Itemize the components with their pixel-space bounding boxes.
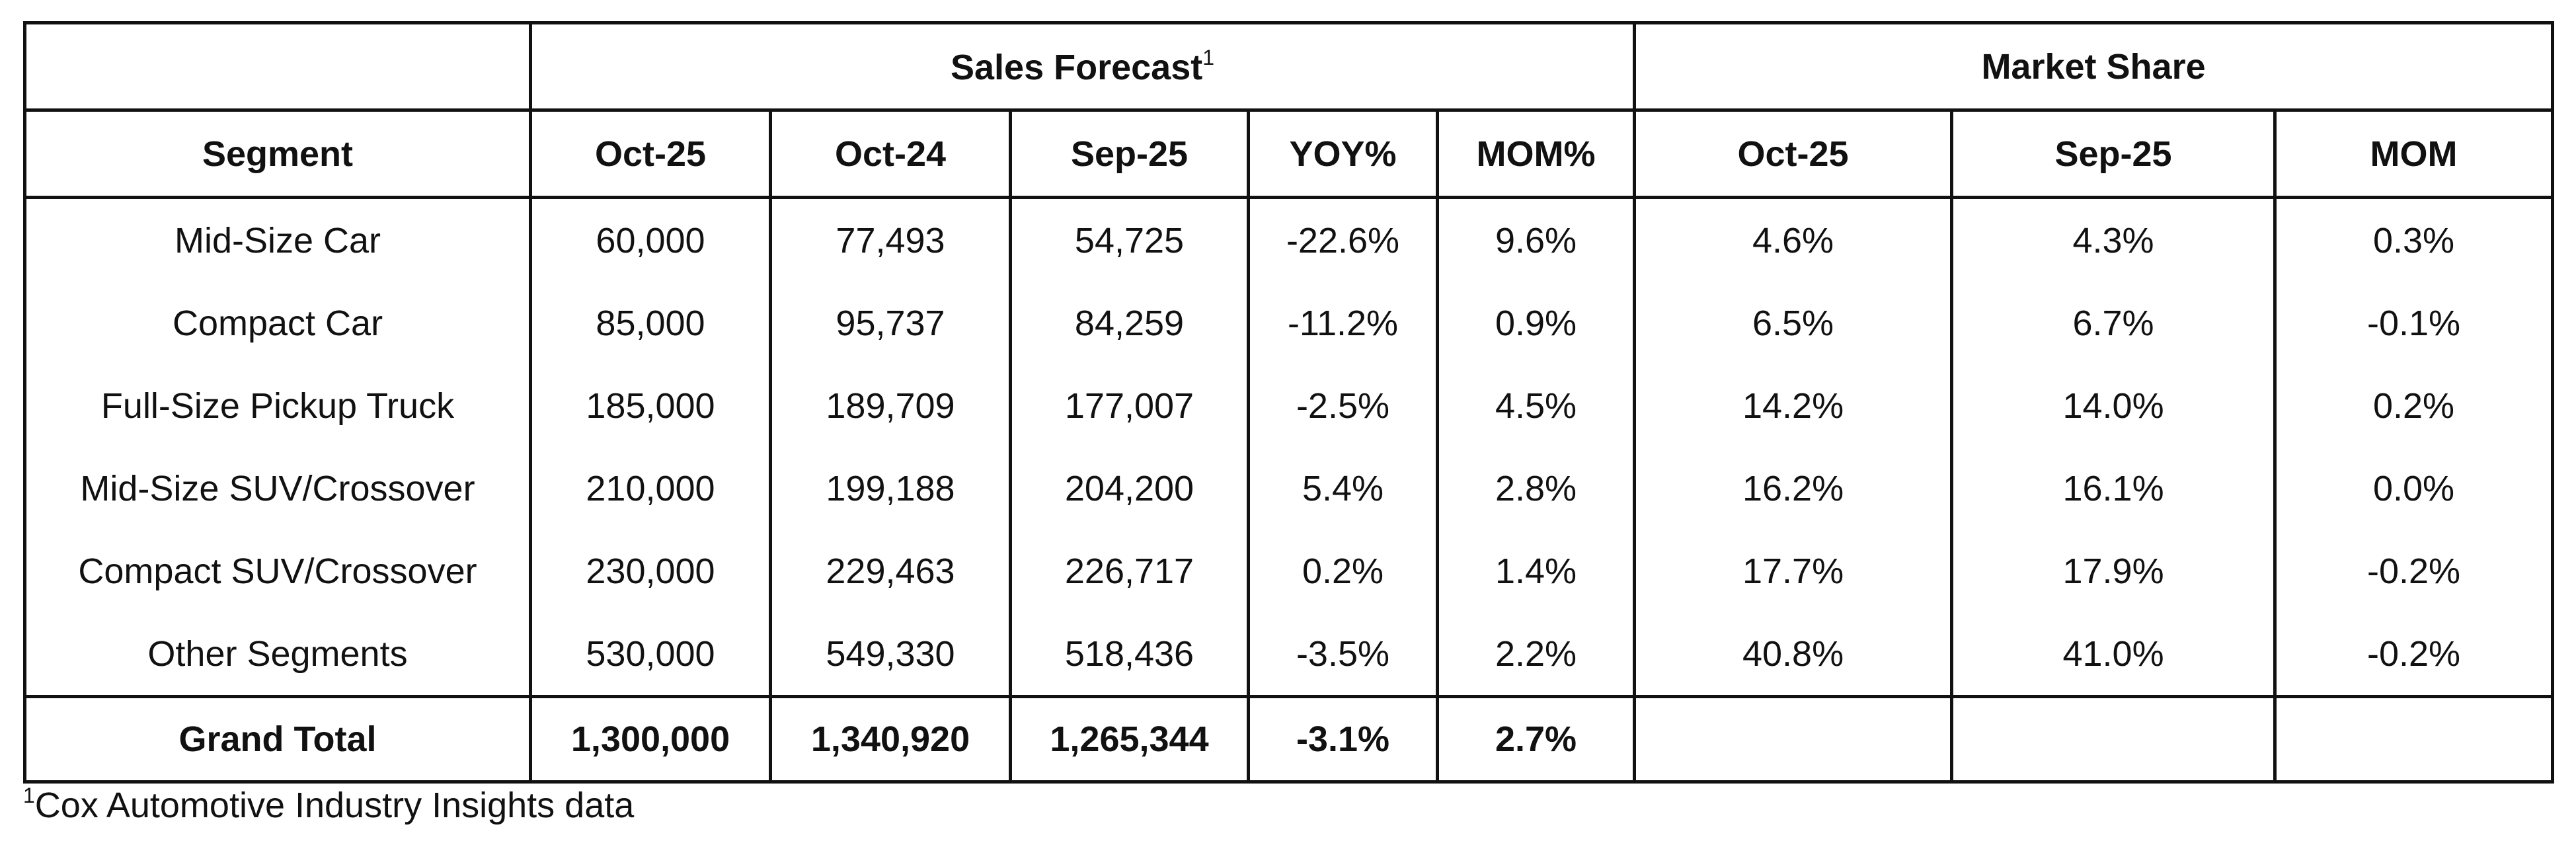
total-cell: 1,340,920 (769, 695, 1012, 784)
value-cell: 40.8% (1633, 612, 1954, 697)
footnote-mark: 1 (23, 784, 35, 807)
group-label: Market Share (1981, 46, 2206, 87)
data-row: Compact SUV/Crossover 230,000 229,463 226,7… (23, 530, 2555, 612)
value-cell: 229,463 (769, 530, 1012, 612)
group-label: Sales Forecast (951, 47, 1203, 87)
total-cell: Grand Total (23, 695, 532, 784)
value-cell: -0.1% (2273, 282, 2555, 364)
value-cell: 95,737 (769, 282, 1012, 364)
value-cell: 226,717 (1009, 530, 1250, 612)
value-cell: -11.2% (1247, 282, 1439, 364)
column-header: Oct-24 (769, 108, 1012, 199)
value-cell: 177,007 (1009, 364, 1250, 447)
value-cell: -3.5% (1247, 612, 1439, 697)
value-cell: 4.6% (1633, 197, 1954, 282)
value-cell: 0.2% (1247, 530, 1439, 612)
value-cell: 4.5% (1435, 364, 1637, 447)
column-header: MOM (2273, 108, 2555, 199)
column-header: Sep-25 (1009, 108, 1250, 199)
value-cell: 0.3% (2273, 197, 2555, 282)
column-header: YOY% (1247, 108, 1439, 199)
value-cell: 14.0% (1950, 364, 2277, 447)
value-cell: 0.9% (1435, 282, 1637, 364)
value-cell: 77,493 (769, 197, 1012, 282)
group-header-row: Sales Forecast1 Market Share (23, 21, 2555, 112)
value-cell: 17.7% (1633, 530, 1954, 612)
data-row: Other Segments 530,000 549,330 518,436 -3.5%… (23, 612, 2555, 697)
segment-cell: Compact Car (23, 282, 532, 364)
total-cell: -3.1% (1247, 695, 1439, 784)
value-cell: 54,725 (1009, 197, 1250, 282)
column-header-row: Segment Oct-25 Oct-24 Sep-25 YOY% MOM% Oct-25 S… (23, 108, 2555, 199)
group-header: Market Share (1633, 21, 2555, 112)
column-header: Oct-25 (529, 108, 772, 199)
value-cell: 204,200 (1009, 447, 1250, 530)
value-cell: 199,188 (769, 447, 1012, 530)
value-cell: 189,709 (769, 364, 1012, 447)
value-cell: 0.2% (2273, 364, 2555, 447)
value-cell: 85,000 (529, 282, 772, 364)
empty-cell (23, 21, 532, 112)
value-cell: 0.0% (2273, 447, 2555, 530)
value-cell: 549,330 (769, 612, 1012, 697)
value-cell: 1.4% (1435, 530, 1637, 612)
segment-cell: Mid-Size SUV/Crossover (23, 447, 532, 530)
segment-cell: Other Segments (23, 612, 532, 697)
value-cell: 210,000 (529, 447, 772, 530)
value-cell: 6.5% (1633, 282, 1954, 364)
data-row: Compact Car 85,000 95,737 84,259 -11.2% 0.9% 6… (23, 282, 2555, 364)
forecast-table: Sales Forecast1 Market Share Segment Oct-… (23, 21, 2555, 784)
value-cell: 41.0% (1950, 612, 2277, 697)
value-cell: 230,000 (529, 530, 772, 612)
segment-cell: Full-Size Pickup Truck (23, 364, 532, 447)
segment-cell: Compact SUV/Crossover (23, 530, 532, 612)
total-cell: 1,265,344 (1009, 695, 1250, 784)
column-header: Oct-25 (1633, 108, 1954, 199)
value-cell: -2.5% (1247, 364, 1439, 447)
value-cell: 17.9% (1950, 530, 2277, 612)
total-cell: 1,300,000 (529, 695, 772, 784)
total-cell: 2.7% (1435, 695, 1637, 784)
value-cell: 2.2% (1435, 612, 1637, 697)
value-cell: 2.8% (1435, 447, 1637, 530)
value-cell: 185,000 (529, 364, 772, 447)
value-cell: 60,000 (529, 197, 772, 282)
footnote-text: Cox Automotive Industry Insights data (34, 786, 635, 825)
empty-cell (1950, 695, 2277, 784)
value-cell: -22.6% (1247, 197, 1439, 282)
value-cell: 6.7% (1950, 282, 2277, 364)
value-cell: 16.2% (1633, 447, 1954, 530)
data-row: Full-Size Pickup Truck 185,000 189,709 177,… (23, 364, 2555, 447)
value-cell: 14.2% (1633, 364, 1954, 447)
segment-cell: Mid-Size Car (23, 197, 532, 282)
footnote: 1Cox Automotive Industry Insights data (23, 784, 634, 826)
value-cell: 9.6% (1435, 197, 1637, 282)
group-header: Sales Forecast1 (528, 21, 1637, 112)
empty-cell (2273, 695, 2555, 784)
value-cell: 530,000 (529, 612, 772, 697)
data-row: Mid-Size Car 60,000 77,493 54,725 -22.6% 9.6%… (23, 197, 2555, 282)
total-row: Grand Total 1,300,000 1,340,920 1,265,344 -3… (23, 695, 2555, 784)
value-cell: -0.2% (2273, 612, 2555, 697)
column-header: Segment (23, 108, 532, 199)
value-cell: 16.1% (1950, 447, 2277, 530)
column-header: MOM% (1435, 108, 1637, 199)
empty-cell (1633, 695, 1954, 784)
value-cell: 84,259 (1009, 282, 1250, 364)
value-cell: -0.2% (2273, 530, 2555, 612)
value-cell: 5.4% (1247, 447, 1439, 530)
value-cell: 4.3% (1950, 197, 2277, 282)
table-body: Sales Forecast1 Market Share Segment Oct-… (23, 21, 2555, 784)
value-cell: 518,436 (1009, 612, 1250, 697)
data-row: Mid-Size SUV/Crossover 210,000 199,188 204,… (23, 447, 2555, 530)
column-header: Sep-25 (1950, 108, 2277, 199)
note-mark: 1 (1202, 45, 1215, 69)
